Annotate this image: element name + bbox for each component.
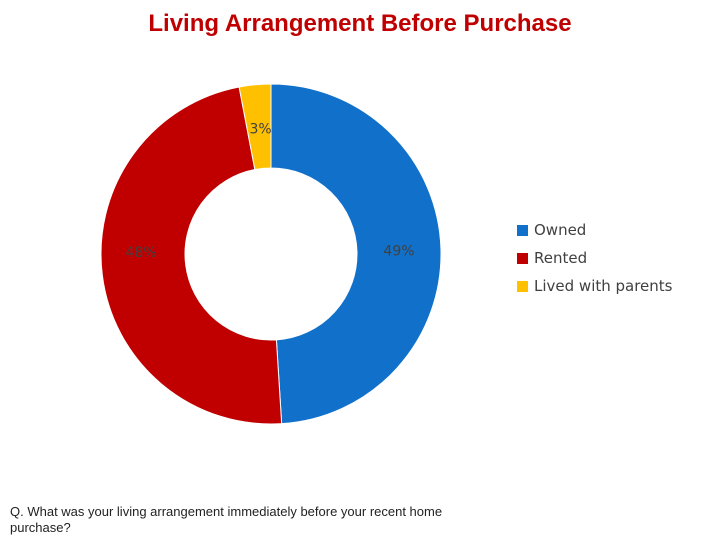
data-label-owned: 49%	[383, 243, 414, 259]
slice-lived-with-parents	[238, 83, 272, 171]
legend-item-rented: Rented	[517, 244, 673, 272]
legend-swatch-lived-with-parents	[517, 280, 528, 292]
legend-swatch-owned	[517, 224, 528, 236]
legend-item-owned: Owned	[517, 216, 673, 244]
survey-question-footnote: Q. What was your living arrangement imme…	[10, 504, 443, 535]
donut-chart: 49% 48% 3%	[100, 83, 442, 425]
legend-label-owned: Owned	[534, 221, 587, 239]
legend-item-lived-with-parents: Lived with parents	[517, 272, 673, 300]
slice-rented	[100, 86, 283, 425]
legend-label-lived-with-parents: Lived with parents	[534, 277, 673, 295]
data-label-lived-with-parents: 3%	[250, 121, 272, 137]
data-label-rented: 48%	[125, 245, 156, 261]
chart-legend: Owned Rented Lived with parents	[517, 216, 673, 300]
legend-swatch-rented	[517, 252, 528, 264]
legend-label-rented: Rented	[534, 249, 588, 267]
slice-owned	[270, 83, 442, 425]
chart-title: Living Arrangement Before Purchase	[148, 10, 572, 37]
